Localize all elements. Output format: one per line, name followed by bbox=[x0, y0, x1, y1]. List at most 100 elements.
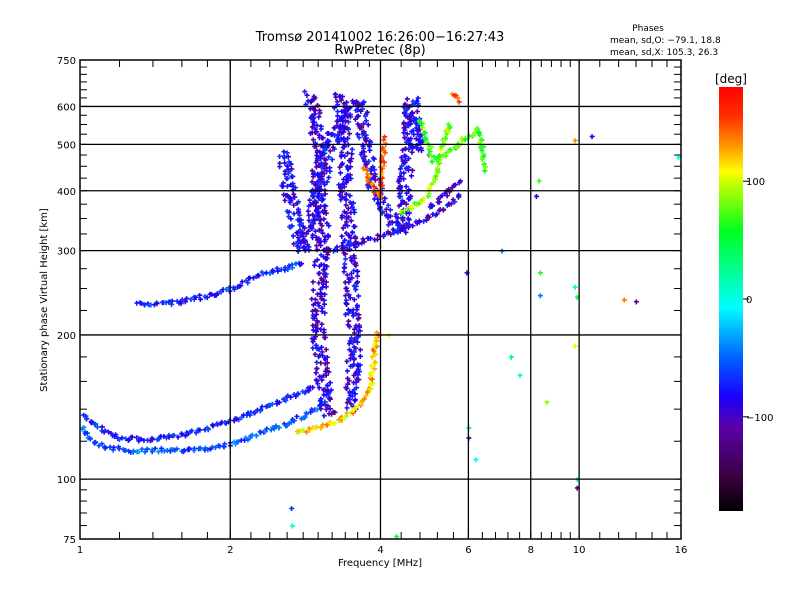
data-point bbox=[407, 210, 413, 216]
data-point bbox=[403, 184, 409, 190]
data-point bbox=[338, 170, 344, 176]
data-point bbox=[344, 178, 350, 184]
data-point bbox=[192, 446, 198, 452]
data-point bbox=[293, 393, 299, 399]
data-point bbox=[345, 136, 351, 142]
data-point bbox=[369, 376, 375, 382]
data-point bbox=[270, 401, 276, 407]
data-point bbox=[341, 265, 347, 271]
data-point bbox=[402, 135, 408, 141]
data-point bbox=[349, 258, 355, 264]
data-point bbox=[247, 435, 253, 441]
x-tick-label: 2 bbox=[227, 545, 233, 556]
data-point bbox=[202, 447, 208, 453]
data-point bbox=[318, 252, 324, 258]
data-point bbox=[633, 299, 639, 305]
data-point bbox=[436, 154, 442, 160]
data-point bbox=[349, 147, 355, 153]
data-point bbox=[310, 191, 316, 197]
data-point bbox=[321, 203, 327, 209]
data-point bbox=[84, 430, 90, 436]
data-point bbox=[181, 447, 187, 453]
data-point bbox=[441, 153, 447, 159]
data-point bbox=[106, 429, 112, 435]
data-point bbox=[169, 298, 175, 304]
data-point bbox=[339, 116, 345, 122]
data-point bbox=[341, 101, 347, 107]
data-point bbox=[171, 432, 177, 438]
data-point bbox=[353, 404, 359, 410]
data-point bbox=[369, 354, 375, 360]
data-point bbox=[589, 134, 595, 140]
x-tick-label: 1 bbox=[77, 545, 83, 556]
data-point bbox=[372, 196, 378, 202]
data-point bbox=[477, 140, 483, 146]
data-point bbox=[346, 310, 352, 316]
data-point bbox=[247, 275, 253, 281]
data-point bbox=[309, 220, 315, 226]
data-point bbox=[347, 241, 353, 247]
y-tick-label: 400 bbox=[57, 187, 76, 198]
data-point bbox=[318, 154, 324, 160]
data-point bbox=[245, 280, 251, 286]
data-point bbox=[446, 129, 452, 135]
data-point bbox=[426, 215, 432, 221]
data-point bbox=[186, 430, 192, 436]
data-point bbox=[352, 100, 358, 106]
data-point bbox=[360, 236, 366, 242]
data-point bbox=[317, 135, 323, 141]
data-point bbox=[338, 197, 344, 203]
data-point bbox=[311, 201, 317, 207]
data-point bbox=[436, 157, 442, 163]
data-point bbox=[362, 154, 368, 160]
data-point bbox=[464, 270, 470, 276]
data-point bbox=[370, 347, 376, 353]
data-point bbox=[308, 130, 314, 136]
x-axis-label: Frequency [MHz] bbox=[338, 558, 422, 569]
data-point bbox=[297, 222, 303, 228]
data-point bbox=[310, 174, 316, 180]
data-point bbox=[325, 142, 331, 148]
data-point bbox=[376, 193, 382, 199]
data-point bbox=[341, 177, 347, 183]
data-point bbox=[416, 137, 422, 143]
data-point bbox=[283, 398, 289, 404]
data-point bbox=[287, 420, 293, 426]
data-point bbox=[433, 212, 439, 218]
data-point bbox=[164, 448, 170, 454]
data-point bbox=[316, 180, 322, 186]
data-point bbox=[415, 95, 421, 101]
data-point bbox=[361, 239, 367, 245]
data-point bbox=[344, 386, 350, 392]
data-point bbox=[315, 210, 321, 216]
data-point bbox=[397, 183, 403, 189]
data-point bbox=[449, 91, 455, 97]
data-point bbox=[360, 132, 366, 138]
data-point bbox=[373, 344, 379, 350]
data-point bbox=[247, 412, 253, 418]
data-point bbox=[325, 403, 331, 409]
data-point bbox=[410, 145, 416, 151]
data-point bbox=[285, 175, 291, 181]
data-point bbox=[572, 138, 578, 144]
data-point bbox=[340, 194, 346, 200]
data-point bbox=[409, 102, 415, 108]
data-point bbox=[349, 348, 355, 354]
data-point bbox=[198, 296, 204, 302]
data-point bbox=[166, 434, 172, 440]
data-point bbox=[134, 300, 140, 306]
data-point bbox=[316, 163, 322, 169]
data-point bbox=[290, 523, 296, 529]
data-point bbox=[310, 171, 316, 177]
data-point bbox=[343, 202, 349, 208]
data-point bbox=[348, 356, 354, 362]
data-point bbox=[231, 418, 237, 424]
data-point bbox=[415, 145, 421, 151]
data-point bbox=[306, 388, 312, 394]
data-point bbox=[347, 389, 353, 395]
data-point bbox=[348, 255, 354, 261]
data-point bbox=[471, 133, 477, 139]
data-point bbox=[399, 211, 405, 217]
data-point bbox=[164, 435, 170, 441]
data-point bbox=[427, 186, 433, 192]
